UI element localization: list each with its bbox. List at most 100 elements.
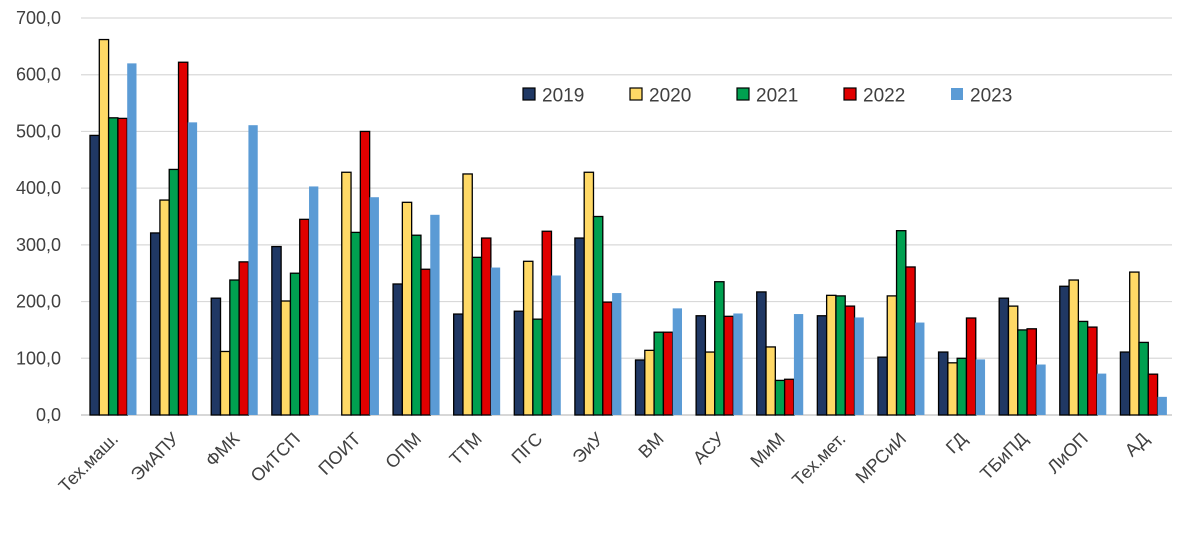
legend-swatch — [951, 88, 963, 100]
bar-2022 — [905, 266, 916, 416]
bar-2020 — [1129, 271, 1140, 416]
bar-2020 — [644, 349, 655, 416]
bar-2019 — [271, 245, 282, 416]
bar-2022 — [844, 305, 856, 416]
legend-label: 2023 — [970, 86, 1012, 107]
bar-2020 — [947, 362, 958, 416]
y-tick-label: 200,0 — [16, 292, 61, 312]
bar-2021 — [168, 168, 180, 416]
x-category-label: ТБиПД — [976, 429, 1031, 484]
bar-2023 — [127, 63, 137, 415]
y-axis-tick-labels: 0,0 100,0 200,0 300,0 400,0 500,0 600,0 700,0 — [16, 8, 61, 425]
bar-2022 — [541, 230, 553, 416]
bar-2019 — [877, 356, 888, 416]
bar-2022 — [480, 237, 492, 416]
gridlines — [81, 17, 1172, 416]
legend-swatch — [843, 87, 857, 101]
bar-2020 — [219, 350, 231, 416]
bar-2023 — [672, 308, 682, 415]
x-category-label: ФМК — [202, 428, 244, 470]
bar-2019 — [210, 297, 222, 416]
bar-2021 — [471, 256, 483, 416]
y-tick-label: 700,0 — [16, 8, 61, 28]
bar-2023 — [490, 267, 501, 415]
bar-2022 — [1087, 326, 1098, 416]
legend-label: 2019 — [542, 86, 584, 107]
legend-item-2020: 2020 — [629, 86, 691, 107]
bar-2019 — [513, 310, 525, 416]
x-category-label: ОПМ — [381, 429, 425, 473]
bar-2021 — [714, 281, 725, 416]
bar-2022 — [783, 378, 795, 416]
bar-2021 — [229, 279, 240, 416]
bar-2022 — [965, 317, 977, 416]
bar-2020 — [98, 38, 110, 416]
bar-2021 — [895, 230, 907, 416]
legend-swatch — [736, 87, 750, 101]
bar-2023 — [1036, 364, 1046, 415]
bar-2021 — [653, 331, 665, 416]
bar-2022 — [238, 261, 250, 416]
bar-2021 — [411, 234, 422, 416]
bar-2020 — [704, 351, 716, 416]
x-category-label: АСУ — [689, 428, 729, 468]
bar-2019 — [149, 232, 161, 416]
bar-2023 — [915, 322, 925, 415]
bar-2022 — [299, 218, 310, 416]
bar-2023 — [551, 275, 561, 415]
bar-2023 — [430, 214, 440, 415]
bar-2022 — [1026, 328, 1038, 416]
x-category-label: ТТМ — [446, 429, 486, 469]
bar-2023 — [369, 197, 379, 415]
bar-2022 — [602, 301, 613, 416]
bar-2020 — [1007, 305, 1019, 416]
bar-2019 — [756, 291, 767, 416]
bar-2021 — [289, 272, 301, 416]
y-tick-label: 400,0 — [16, 178, 61, 198]
bar-2023 — [612, 293, 622, 415]
bar-2020 — [341, 171, 352, 416]
bar-2020 — [765, 346, 776, 416]
bar-2023 — [854, 317, 864, 415]
x-category-label: Тех.мет. — [788, 429, 849, 490]
x-category-label: ПГС — [508, 429, 547, 468]
legend: 2019 2020 2021 2022 2023 — [522, 86, 1012, 107]
bar-2023 — [1096, 373, 1107, 415]
y-tick-label: 0,0 — [36, 405, 61, 425]
bar-2020 — [1068, 279, 1080, 416]
legend-label: 2020 — [649, 86, 691, 107]
bar-2019 — [1059, 285, 1070, 416]
bar-2023 — [793, 314, 804, 415]
x-category-label: МиМ — [746, 429, 788, 471]
legend-item-2023: 2023 — [951, 86, 1012, 107]
bar-2022 — [1147, 373, 1159, 416]
bar-2021 — [774, 379, 786, 416]
bar-2019 — [1119, 351, 1131, 416]
bar-2020 — [280, 300, 292, 416]
bar-2021 — [1077, 320, 1089, 416]
bar-2023 — [309, 186, 319, 415]
x-axis-category-labels: Тех.маш. ЭиАПУ ФМК ОиТСП ПОИТ ОПМ ТТМ ПГС ЭиУ ВМ А… — [55, 428, 1153, 496]
bar-2021 — [350, 231, 361, 416]
x-category-label: АД — [1121, 429, 1153, 461]
bar-2023 — [733, 313, 743, 415]
bar-2019 — [937, 351, 949, 416]
bar-2020 — [825, 294, 837, 416]
bar-2022 — [662, 331, 674, 416]
bar-2023 — [187, 122, 198, 416]
bar-2022 — [723, 315, 734, 416]
x-category-label: ЛиОП — [1043, 429, 1092, 478]
bar-2021 — [1138, 341, 1149, 416]
bar-2020 — [462, 173, 473, 416]
bar-2021 — [1017, 329, 1028, 416]
bar-2019 — [392, 283, 404, 416]
bar-2020 — [886, 295, 898, 416]
bar-2019 — [89, 134, 100, 416]
bar-2019 — [816, 315, 828, 416]
x-category-label: Тех.маш. — [55, 429, 122, 496]
bar-2021 — [592, 215, 604, 416]
x-category-label: ЭиАПУ — [127, 428, 183, 484]
bar-2019 — [453, 313, 464, 416]
x-category-label: МРСиИ — [852, 429, 911, 488]
x-category-label: ГД — [942, 429, 971, 458]
